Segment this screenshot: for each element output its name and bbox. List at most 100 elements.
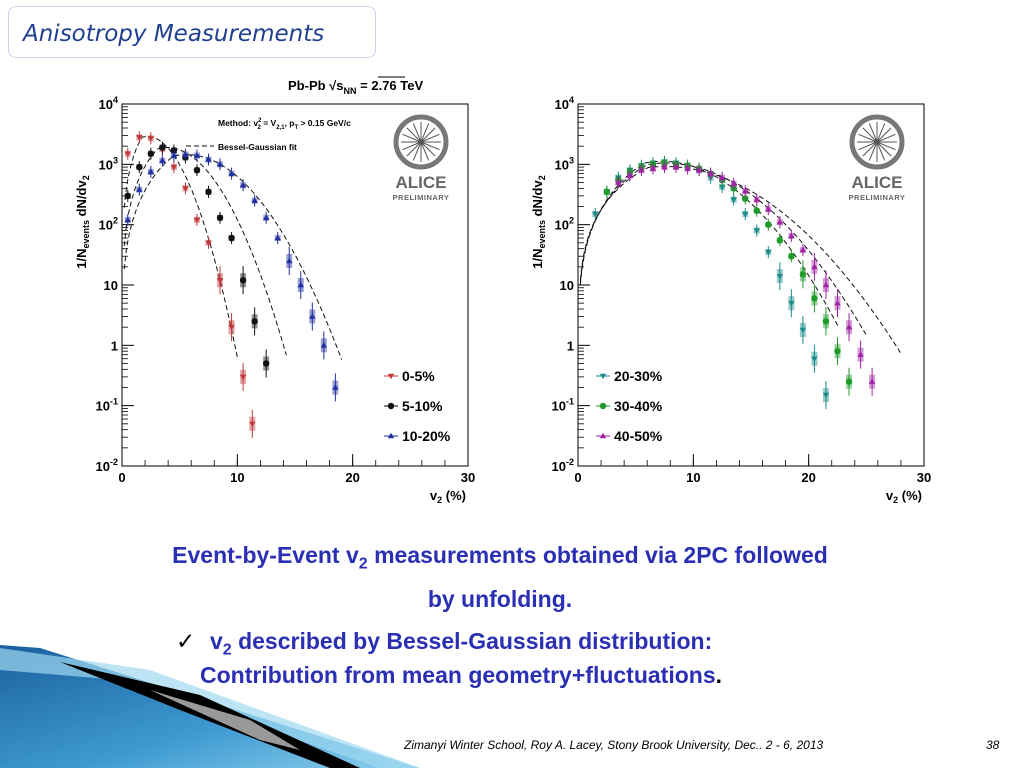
data-point (799, 327, 807, 334)
data-point (742, 195, 749, 202)
data-point (615, 179, 622, 185)
data-point (695, 166, 703, 173)
alice-logo-ray (420, 141, 430, 161)
alice-logo-ray (420, 141, 440, 151)
alice-logo-ray (868, 141, 878, 161)
data-point (216, 161, 224, 167)
data-point (765, 206, 772, 212)
footer-text: Zimanyi Winter School, Roy A. Lacey, Sto… (404, 738, 824, 752)
caption-line-2: by unfolding. (427, 585, 573, 612)
alice-logo-ring (849, 114, 905, 170)
data-point (638, 166, 645, 173)
data-point (251, 197, 258, 203)
alice-logo-ray (858, 141, 878, 151)
data-point (822, 281, 830, 288)
data-point (845, 378, 853, 385)
alice-logo-text: ALICE (852, 173, 903, 192)
y-tick-label: 103 (555, 155, 574, 172)
data-point (661, 163, 668, 170)
data-point (136, 186, 143, 192)
page-number: 38 (986, 738, 1000, 752)
y-axis-title: 1/Nevents dN/dv2 (530, 175, 547, 269)
data-point (136, 163, 143, 171)
data-point (753, 228, 760, 234)
fit-curve (123, 147, 287, 356)
data-point (136, 135, 143, 141)
data-point (649, 165, 657, 171)
data-point (320, 342, 328, 348)
data-point (718, 174, 726, 180)
data-point (765, 249, 772, 256)
data-point (251, 318, 258, 325)
data-point (868, 378, 876, 384)
fit-legend-label: Bessel-Gaussian fit (218, 142, 297, 152)
legend-label: 20-30% (614, 368, 663, 384)
data-point (788, 232, 795, 239)
data-point (262, 214, 270, 221)
data-point (239, 374, 247, 381)
alice-logo-ray (876, 133, 896, 143)
data-point (239, 182, 247, 188)
y-tick-label: 10-1 (96, 397, 118, 414)
data-point (592, 211, 599, 218)
data-point (205, 240, 212, 247)
data-point (822, 318, 830, 325)
data-point (684, 165, 691, 171)
data-point (309, 313, 316, 319)
data-point (124, 151, 131, 157)
alice-logo-ray (876, 123, 886, 143)
legend-label: 5-10% (402, 398, 443, 414)
data-point (228, 324, 235, 331)
data-point (147, 136, 155, 142)
series-5-10% (123, 141, 287, 378)
data-point (730, 180, 737, 186)
data-point (205, 156, 212, 162)
data-point (193, 152, 201, 158)
data-point (216, 214, 224, 221)
x-axis-title: v2 (%) (886, 488, 922, 505)
data-point (753, 196, 760, 202)
data-point (124, 216, 131, 223)
fit-curve (123, 135, 239, 361)
x-tick-label: 30 (917, 470, 931, 485)
alice-logo-ray (412, 141, 422, 161)
y-tick-label: 1 (567, 338, 574, 353)
y-tick-label: 10 (104, 278, 118, 293)
x-axis-title: v2 (%) (430, 488, 466, 505)
data-point (811, 356, 818, 362)
alice-logo-ray (862, 127, 878, 143)
alice-logo-ray (858, 133, 878, 143)
legend-label: 40-50% (614, 428, 663, 444)
data-point (788, 300, 795, 307)
data-point (718, 184, 726, 191)
y-tick-label: 10-1 (552, 397, 574, 414)
data-point (205, 188, 212, 196)
series-10-20% (123, 148, 343, 402)
bullet-line-1: v2 described by Bessel-Gaussian distribu… (210, 628, 713, 659)
method-note: Method: v2 2 = V2,1, pT > 0.15 GeV/c Besse… (186, 118, 351, 152)
legend-entry: 30-40% (596, 398, 663, 414)
method-label: Method: v2 2 = V2,1, pT > 0.15 GeV/c (218, 118, 351, 131)
y-tick-label: 103 (99, 155, 118, 172)
data-point (822, 392, 830, 399)
chart-right: 10-2 10-1 1 10 102 103 104 0 10 20 30 v2 (%) 1/Neven… (530, 95, 931, 505)
x-tick-label: 10 (230, 470, 244, 485)
bullet-line-2: Contribution from mean geometry+fluctuat… (200, 662, 723, 688)
y-tick-label: 10 (560, 278, 574, 293)
data-point (387, 432, 395, 439)
y-tick-label: 1 (111, 338, 118, 353)
data-point (776, 218, 784, 225)
legend-entry: 20-30% (596, 368, 663, 384)
y-tick-label: 104 (555, 95, 574, 112)
data-point (193, 166, 201, 174)
data-point (776, 273, 784, 280)
data-point (274, 234, 281, 241)
slide-title-box: Anisotropy Measurements (8, 6, 376, 58)
alice-logo-text: ALICE (396, 173, 447, 192)
data-point (387, 402, 395, 410)
data-point (147, 150, 155, 157)
caption-line-1: Event-by-Event v2 measurements obtained … (172, 542, 828, 573)
x-tick-label: 20 (801, 470, 815, 485)
alice-logo-ray (420, 127, 436, 143)
y-tick-label: 10-2 (552, 457, 574, 474)
